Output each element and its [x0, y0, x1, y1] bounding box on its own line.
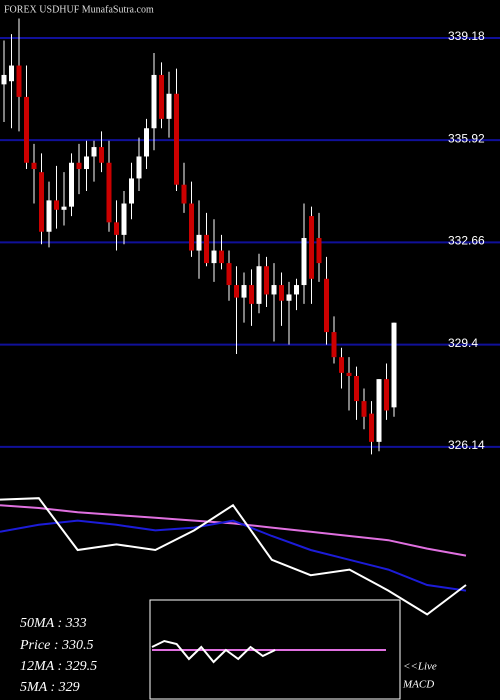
candle-body: [294, 285, 299, 295]
candle-body: [76, 162, 82, 170]
stat-label: 50MA : 333: [20, 616, 87, 631]
candle-body: [286, 294, 292, 301]
indicator-line: [0, 504, 467, 557]
candle-body: [264, 266, 269, 295]
candle-body: [256, 266, 262, 304]
candle-body: [129, 178, 134, 204]
candle-body: [354, 375, 359, 402]
candle-body: [204, 234, 209, 264]
candle-body: [301, 238, 307, 286]
candle-body: [331, 332, 337, 358]
candle-body: [271, 285, 277, 295]
candle-body: [61, 206, 67, 210]
macd-box: [149, 599, 401, 700]
chart-title: FOREX USDHUF MunafaSutra.com: [4, 4, 154, 15]
candle-body: [361, 401, 367, 417]
indicator-line: [151, 639, 276, 664]
candle-body: [114, 222, 119, 235]
candle-body: [39, 172, 44, 232]
candle-body: [226, 263, 232, 286]
indicator-line: [0, 519, 467, 592]
macd-note: <<Live: [403, 661, 437, 673]
candle-body: [384, 379, 389, 411]
candle-body: [16, 65, 22, 97]
candle-body: [31, 162, 37, 170]
y-tick-label: 326.14: [448, 438, 485, 452]
candle-body: [84, 156, 89, 170]
y-tick-label: 335.92: [448, 131, 485, 145]
candle-body: [151, 74, 157, 129]
candle-body: [166, 93, 172, 119]
candle-body: [211, 250, 217, 264]
candle-body: [181, 184, 187, 204]
candle-body: [219, 250, 224, 264]
candle-body: [121, 203, 127, 235]
candle-body: [106, 162, 112, 223]
candle-body: [339, 357, 344, 373]
stat-label: Price : 330.5: [19, 638, 93, 653]
candle-body: [174, 93, 179, 185]
candle-body: [279, 285, 284, 301]
candle-body: [196, 234, 202, 251]
indicator-line: [0, 497, 467, 616]
candle-body: [249, 285, 254, 304]
candle-body: [234, 285, 239, 298]
candle-body: [144, 128, 149, 157]
candle-body: [99, 147, 104, 163]
candle-body: [24, 96, 29, 163]
candle-body: [1, 74, 7, 85]
candle-body: [9, 65, 14, 82]
candle-body: [241, 285, 247, 298]
y-tick-label: 332.66: [448, 234, 485, 248]
candle-body: [159, 74, 164, 119]
candle-body: [324, 278, 329, 333]
candle-body: [376, 379, 382, 442]
candle-body: [136, 156, 142, 179]
stat-label: 12MA : 329.5: [20, 659, 97, 674]
candle-body: [69, 162, 74, 207]
macd-note: MACD: [402, 679, 434, 691]
candle-body: [391, 322, 397, 408]
candle-body: [369, 413, 374, 442]
candle-body: [46, 200, 52, 232]
candle-body: [91, 147, 97, 157]
candle-body: [316, 238, 322, 264]
candle-body: [54, 200, 59, 210]
candle-body: [346, 372, 352, 376]
y-tick-label: 339.18: [448, 29, 485, 43]
stat-label: 5MA : 329: [20, 680, 80, 695]
candle-body: [309, 216, 314, 279]
y-tick-label: 329.4: [448, 336, 478, 350]
candle-body: [189, 203, 194, 251]
